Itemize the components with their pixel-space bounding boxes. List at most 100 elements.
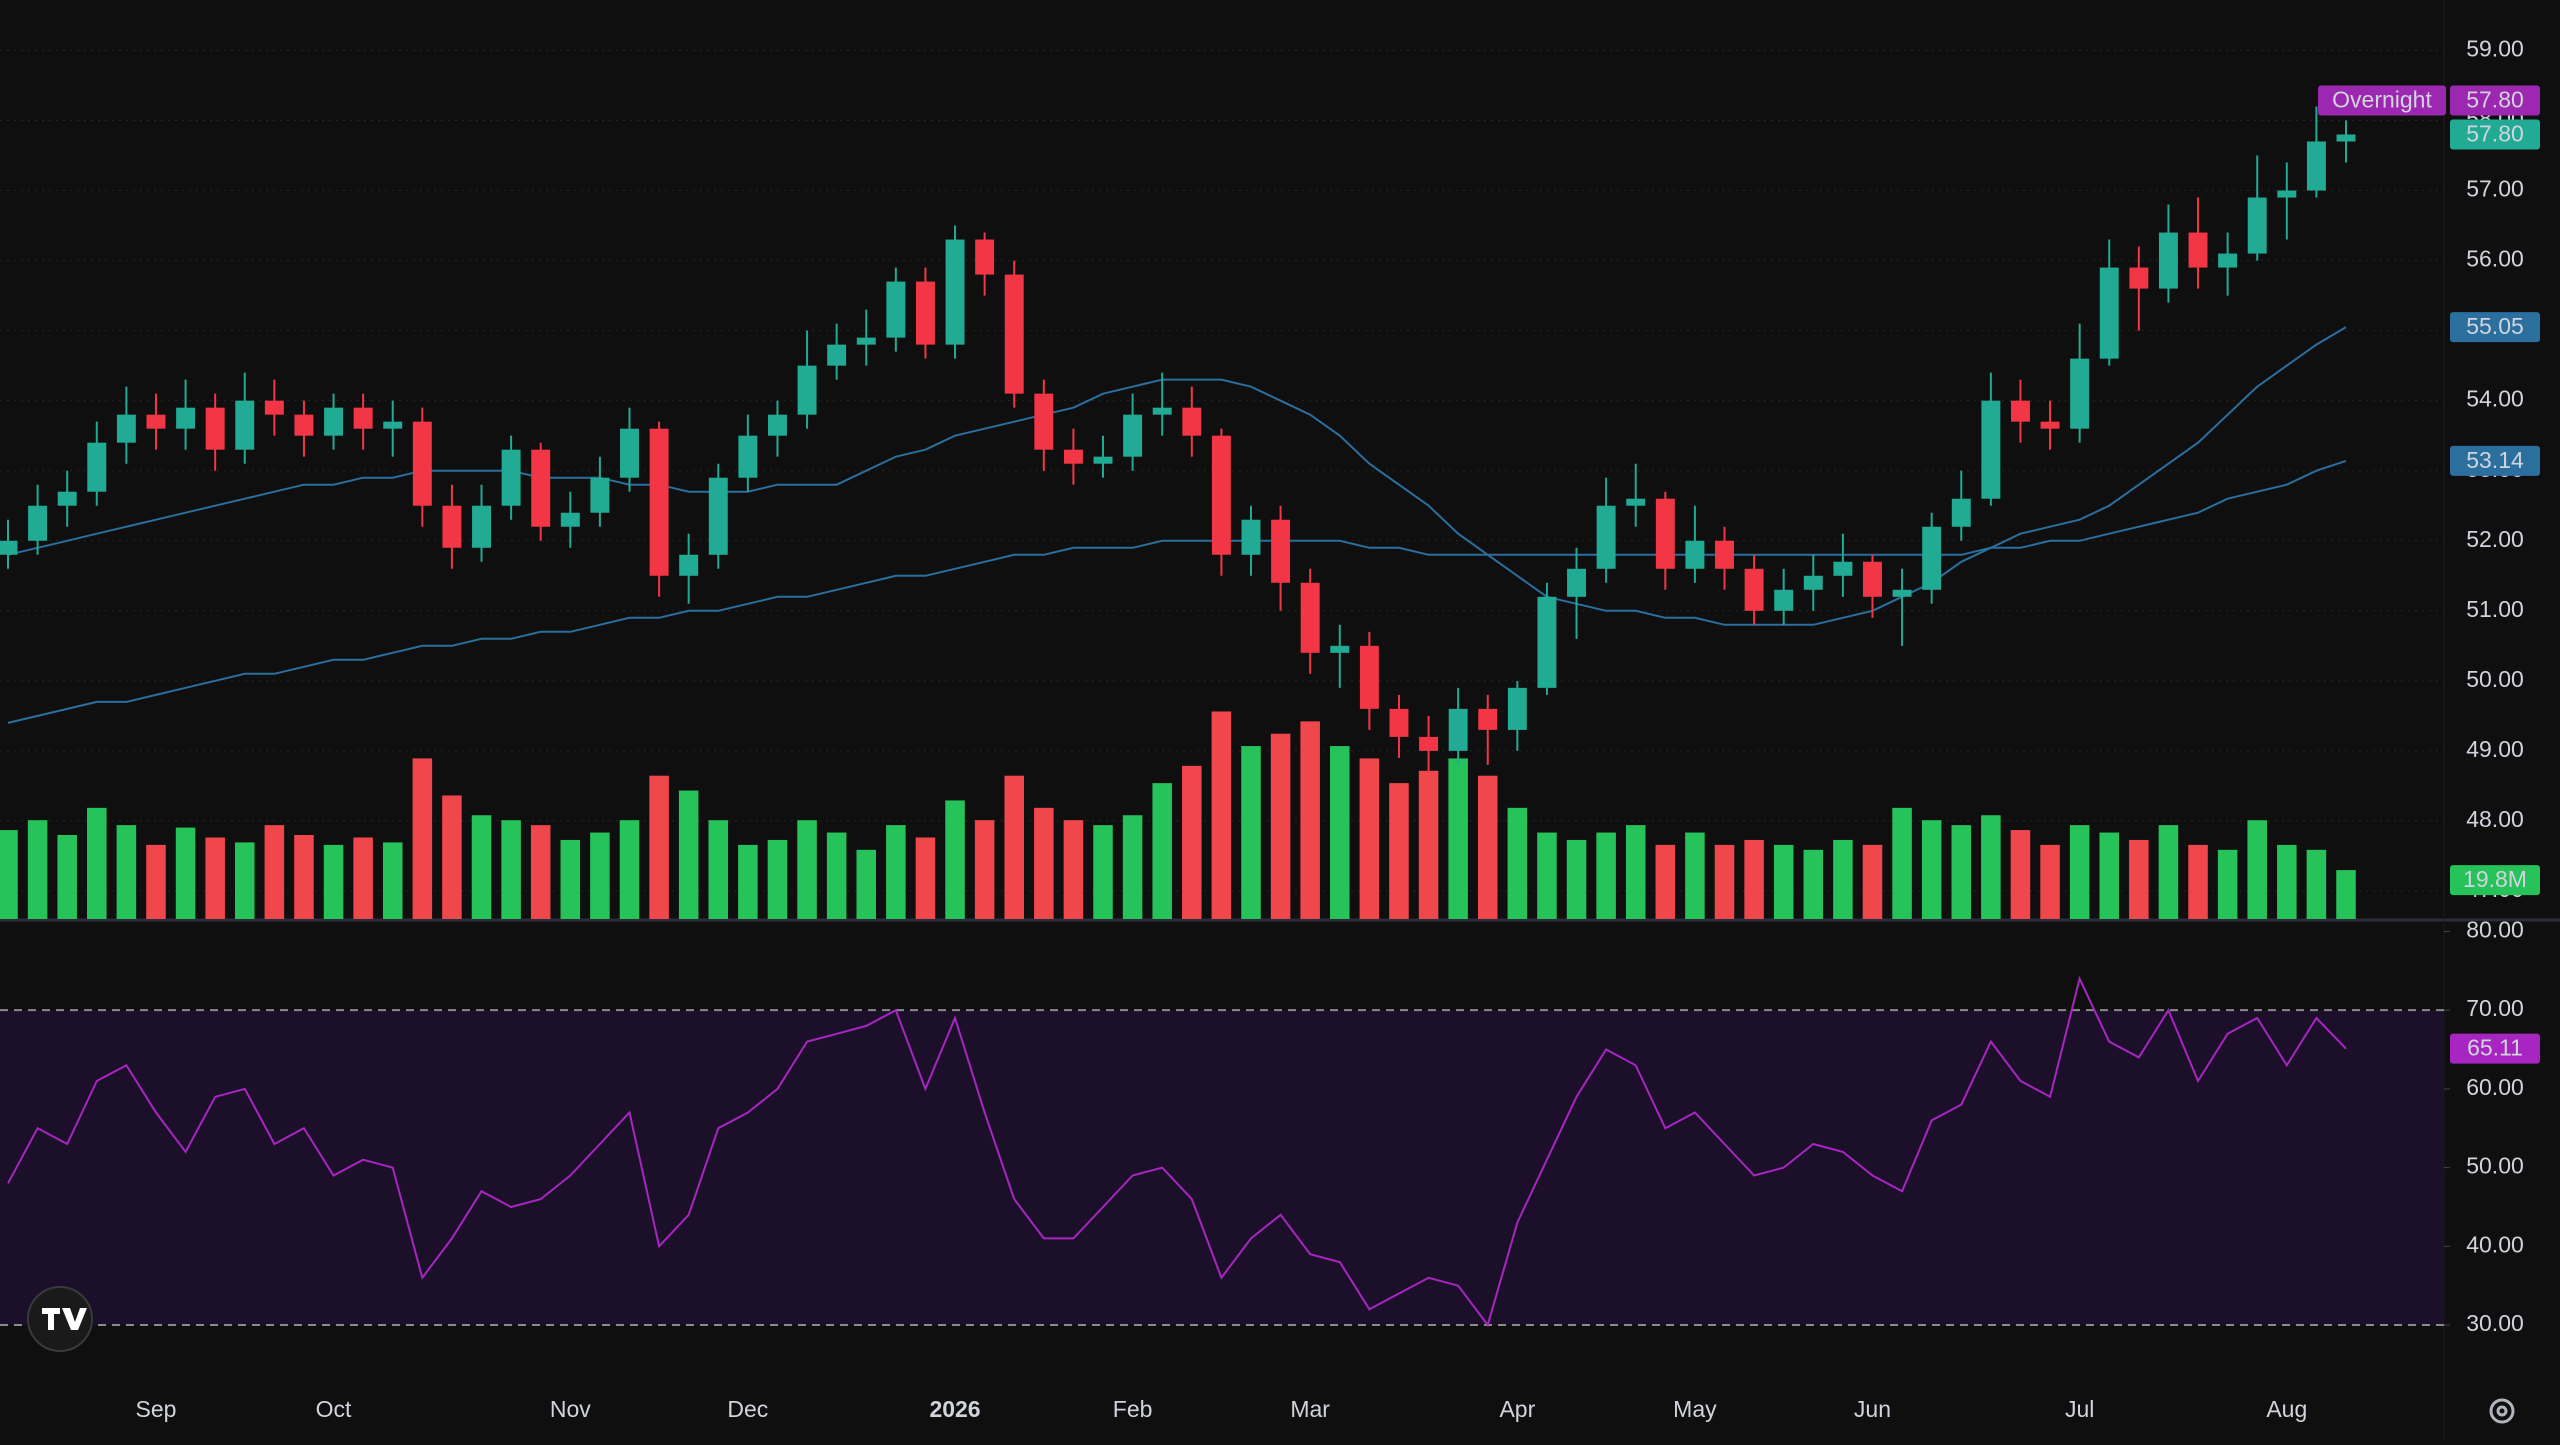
candle-body: [945, 239, 965, 345]
volume-bar: [2129, 839, 2149, 919]
candle-body: [2099, 267, 2119, 359]
volume-bar: [57, 835, 77, 919]
candle: [1863, 554, 1882, 618]
candle-body: [1626, 498, 1646, 506]
candle: [57, 470, 77, 527]
candle-body: [708, 477, 728, 555]
candle: [2099, 239, 2119, 366]
volume-bar: [678, 790, 699, 919]
logo[interactable]: [27, 1286, 93, 1352]
candle-body: [2336, 134, 2356, 142]
y-tick-label: 59.00: [2466, 36, 2524, 62]
volume-bar: [234, 842, 255, 919]
volume-bar: [974, 820, 995, 919]
volume-bar: [1862, 844, 1883, 919]
volume-bar: [1004, 775, 1024, 919]
candle-body: [1922, 526, 1942, 590]
candle: [1211, 428, 1231, 576]
candle-body: [649, 428, 669, 576]
candle: [294, 400, 314, 457]
candle: [1300, 568, 1320, 674]
volume-bar: [2277, 844, 2297, 919]
candle-body: [1152, 407, 1172, 415]
candle: [2010, 379, 2030, 443]
settings-icon[interactable]: [2489, 1398, 2515, 1424]
candle-body: [1448, 708, 1468, 751]
candle-body: [590, 477, 610, 513]
rsi-badge: [2450, 1033, 2540, 1064]
candle-body: [87, 442, 107, 492]
candle: [472, 484, 491, 562]
volume-bar: [27, 820, 48, 919]
candle-body: [57, 491, 77, 506]
x-tick-label: Aug: [2266, 1396, 2307, 1422]
volume-bar: [1330, 746, 1350, 919]
candle-body: [1892, 589, 1912, 597]
volume-bar: [649, 775, 669, 919]
volume-bar: [530, 825, 551, 919]
candle: [353, 393, 373, 450]
overnight-name: Overnight: [2332, 87, 2432, 113]
candle: [975, 232, 995, 296]
overnight-tag: [2318, 85, 2446, 116]
candle-body: [2129, 267, 2149, 289]
y-tick-label: 52.00: [2466, 526, 2524, 552]
moving-average-line: [7, 326, 2347, 626]
candle: [1182, 386, 1202, 457]
rsi-band: [0, 1010, 2444, 1326]
candle-body: [1803, 575, 1823, 590]
candle: [2336, 120, 2356, 163]
candle-body: [531, 449, 551, 527]
candle: [1715, 526, 1734, 590]
x-tick-label: Dec: [727, 1396, 768, 1422]
ma-badge-label: 53.14: [2466, 447, 2524, 473]
candle: [1123, 393, 1143, 471]
ma-badge: [2450, 312, 2540, 343]
moving-average-line: [7, 459, 2347, 724]
volume-bar: [1892, 807, 1912, 919]
candle: [1803, 554, 1823, 611]
candle: [2277, 162, 2297, 240]
volume-bar: [264, 825, 285, 919]
volume-bar: [471, 815, 492, 919]
volume-bar: [442, 795, 462, 919]
candle: [945, 225, 965, 359]
volume-bar: [1507, 807, 1528, 919]
candle: [531, 442, 551, 541]
candle-body: [1004, 274, 1024, 394]
candle: [620, 407, 639, 492]
candle: [1330, 624, 1350, 688]
candle-body: [2158, 232, 2178, 289]
x-tick-label: Nov: [550, 1396, 591, 1422]
candle-body: [1981, 400, 2001, 499]
candle: [827, 323, 847, 380]
candle-body: [1271, 519, 1291, 583]
candle: [1359, 631, 1379, 730]
volume-bar: [1625, 825, 1646, 919]
candle-body: [1774, 589, 1794, 611]
volume-bar: [590, 832, 610, 919]
volume-bar: [1418, 770, 1439, 919]
candle: [1744, 554, 1764, 625]
y-tick-label: 51.00: [2466, 596, 2524, 622]
candle-body: [560, 512, 580, 527]
volume-bar: [2069, 825, 2090, 919]
candle: [116, 386, 136, 464]
candle-body: [1034, 393, 1054, 450]
candle: [1537, 582, 1557, 695]
candle: [886, 267, 906, 352]
volume-bar: [945, 800, 965, 919]
volume-bar: [1833, 839, 1853, 919]
volume-bar: [1921, 820, 1942, 919]
candle: [708, 463, 728, 569]
candle-body: [353, 407, 373, 429]
candle-body: [679, 554, 699, 576]
candle: [501, 435, 521, 520]
volume-bar: [412, 758, 433, 919]
candle-body: [1330, 645, 1350, 653]
candle: [1004, 260, 1024, 408]
candle-body: [2040, 421, 2060, 429]
volume-bar: [382, 842, 403, 919]
volume-bar: [2306, 849, 2327, 919]
volume-bar: [1093, 825, 1113, 919]
